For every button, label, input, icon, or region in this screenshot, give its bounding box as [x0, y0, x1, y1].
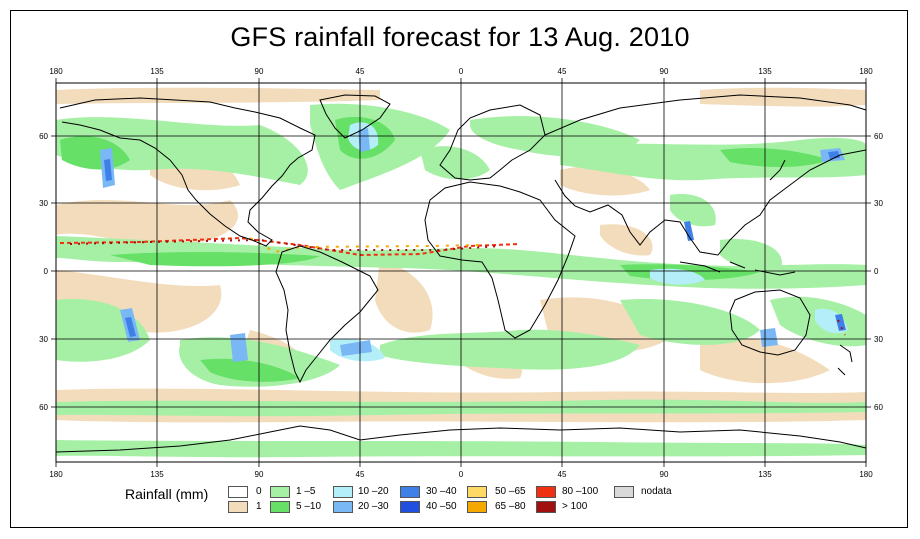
legend-swatch-7	[400, 501, 420, 513]
legend-swatch-11	[536, 501, 556, 513]
bottom-lon-label: 90	[660, 470, 669, 479]
bottom-lon-label: 135	[758, 470, 772, 479]
asia-coast	[544, 94, 867, 256]
bottom-lon-label: 180	[49, 470, 63, 479]
legend-title: Rainfall (mm)	[125, 486, 209, 502]
rain-over-100mm-band	[69, 238, 846, 336]
legend-swatch-4	[333, 486, 353, 498]
new-zealand-coast	[837, 344, 853, 376]
legend-swatch-0	[228, 486, 248, 498]
japan-coast	[769, 159, 786, 181]
top-lon-label: 135	[758, 67, 772, 76]
tick-marks	[51, 78, 871, 467]
legend-swatch-3	[270, 501, 290, 513]
legend-label-11: > 100	[562, 501, 588, 512]
top-lon-label: 180	[859, 67, 873, 76]
map-title: GFS rainfall forecast for 13 Aug. 2010	[230, 22, 690, 52]
figure-frame	[10, 10, 908, 528]
legend-label-8: 50 –65	[495, 486, 526, 497]
bottom-lon-labels: 180 135 90 45 0 45 90 135 180	[49, 470, 873, 479]
legend-swatch-10	[536, 486, 556, 498]
top-lon-label: 45	[558, 67, 567, 76]
right-lat-label: 60	[874, 132, 883, 141]
left-lat-label: 30	[39, 335, 48, 344]
legend-swatch-2	[270, 486, 290, 498]
bottom-lon-label: 90	[255, 470, 264, 479]
left-lat-label: 60	[39, 403, 48, 412]
legend-swatch-6	[400, 486, 420, 498]
rain-30-40mm-areas	[104, 151, 846, 337]
legend-label-9: 65 –80	[495, 501, 526, 512]
indonesia-coast	[679, 261, 796, 276]
legend-label-2: 1 –5	[296, 486, 316, 497]
legend-swatch-9	[467, 501, 487, 513]
legend-label-12: nodata	[641, 486, 672, 497]
right-lat-label: 30	[874, 199, 883, 208]
legend-swatch-12	[614, 486, 634, 498]
left-lat-labels: 60 30 0 30 60	[39, 132, 48, 412]
legend-label-6: 30 –40	[426, 486, 457, 497]
bottom-lon-label: 180	[859, 470, 873, 479]
north-america-coast	[59, 97, 316, 247]
top-lon-label: 135	[150, 67, 164, 76]
right-lat-labels: 60 30 0 30 60	[874, 132, 883, 412]
top-lon-label: 180	[49, 67, 63, 76]
top-lon-labels: 180 135 90 45 0 45 90 135 180	[49, 67, 873, 76]
bottom-lon-label: 45	[356, 470, 365, 479]
legend-swatch-8	[467, 486, 487, 498]
legend-label-10: 80 –100	[562, 486, 599, 497]
right-lat-label: 30	[874, 335, 883, 344]
rain-65-80mm-band	[249, 237, 481, 254]
top-lon-label: 45	[356, 67, 365, 76]
rain-20-30mm-areas	[100, 128, 845, 362]
legend-swatch-1	[228, 501, 248, 513]
legend-label-5: 20 –30	[358, 501, 389, 512]
legend-label-0: 0	[256, 486, 262, 497]
australia-coast	[729, 289, 811, 356]
right-lat-label: 0	[874, 267, 879, 276]
africa-coast	[424, 181, 576, 339]
coastlines	[55, 94, 867, 453]
legend-swatch-5	[333, 501, 353, 513]
top-lon-label: 90	[660, 67, 669, 76]
south-america-coast	[275, 245, 379, 384]
legend-label-4: 10 –20	[358, 486, 389, 497]
legend-label-1: 1	[256, 501, 262, 512]
bottom-lon-label: 135	[150, 470, 164, 479]
bottom-lon-label: 0	[459, 470, 464, 479]
left-lat-label: 30	[39, 199, 48, 208]
top-lon-label: 90	[255, 67, 264, 76]
antarctica-coast	[55, 425, 867, 453]
right-lat-label: 60	[874, 403, 883, 412]
legend-label-3: 5 –10	[296, 501, 322, 512]
grid-lines	[56, 83, 866, 462]
legend-label-7: 40 –50	[426, 501, 457, 512]
top-lon-label: 0	[459, 67, 464, 76]
bottom-lon-label: 45	[558, 470, 567, 479]
left-lat-label: 60	[39, 132, 48, 141]
left-lat-label: 0	[44, 267, 49, 276]
